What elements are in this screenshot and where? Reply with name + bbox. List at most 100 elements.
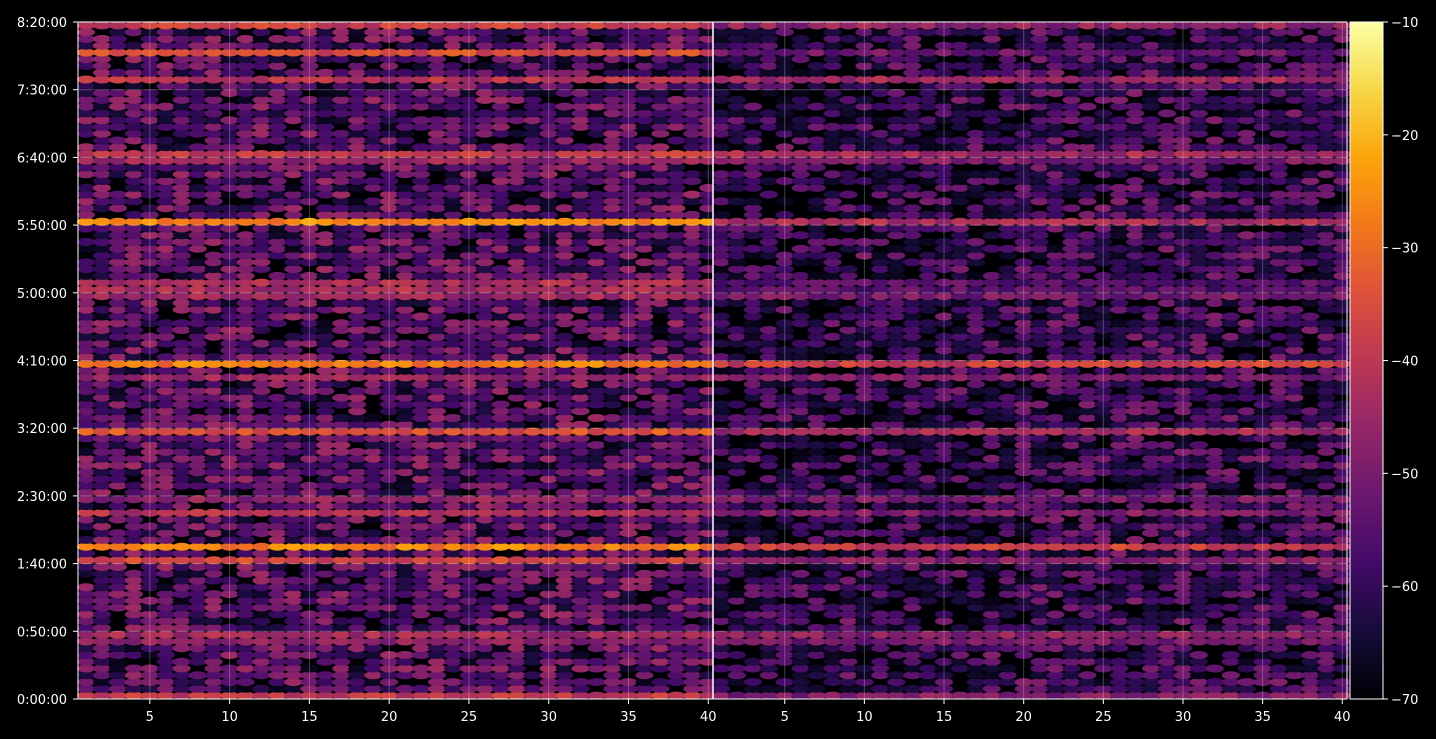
heatmap-cell <box>491 508 510 517</box>
heatmap-cell <box>523 21 542 30</box>
heatmap-cell <box>332 549 351 558</box>
heatmap-cell <box>172 610 191 619</box>
heatmap-cell <box>236 678 255 687</box>
heatmap-cell <box>156 353 175 362</box>
heatmap-cell <box>683 529 702 538</box>
heatmap-cell <box>380 475 399 483</box>
heatmap-cell <box>683 190 702 199</box>
heatmap-cell <box>140 671 159 680</box>
heatmap-cell <box>651 576 670 585</box>
heatmap-cell <box>667 468 686 477</box>
heatmap-cell <box>252 630 271 639</box>
heatmap-cell <box>459 468 478 477</box>
heatmap-cell <box>77 238 95 246</box>
heatmap-cell <box>507 603 526 612</box>
heatmap-cell <box>998 495 1017 504</box>
heatmap-cell <box>284 535 303 544</box>
heatmap-cell <box>252 28 271 37</box>
heatmap-cell <box>316 522 335 531</box>
heatmap-cell <box>428 502 446 511</box>
heatmap-cell <box>507 366 526 375</box>
heatmap-cell <box>380 691 399 700</box>
heatmap-cell <box>284 129 303 138</box>
heatmap-cell <box>459 596 478 605</box>
heatmap-cell <box>555 353 574 362</box>
heatmap-cell <box>284 515 303 524</box>
heatmap-cell <box>571 657 590 666</box>
heatmap-cell <box>444 644 462 653</box>
heatmap-cell <box>364 475 383 483</box>
heatmap-cell <box>93 366 111 375</box>
heatmap-cell <box>651 488 670 497</box>
heatmap-cell <box>156 508 175 517</box>
heatmap-cell <box>412 116 431 125</box>
heatmap-cell <box>332 508 351 517</box>
heatmap-cell <box>603 691 622 700</box>
heatmap-cell <box>412 623 431 632</box>
heatmap-cell <box>284 353 303 362</box>
heatmap-cell <box>380 671 399 680</box>
heatmap-cell <box>683 21 702 30</box>
heatmap-cell <box>1205 603 1224 612</box>
heatmap-cell <box>475 143 494 152</box>
heatmap-cell <box>903 617 922 626</box>
heatmap-cell <box>1142 590 1161 599</box>
heatmap-cell <box>252 590 271 599</box>
heatmap-cell <box>220 691 239 700</box>
heatmap-cell <box>475 637 494 646</box>
heatmap-cell <box>651 678 670 687</box>
heatmap-cell <box>268 583 287 592</box>
heatmap-cell <box>475 62 494 70</box>
heatmap-cell <box>587 441 606 450</box>
heatmap-cell <box>667 393 686 402</box>
heatmap-cell <box>300 502 319 511</box>
heatmap-cell <box>839 495 858 504</box>
heatmap-cell <box>124 556 143 565</box>
heatmap-cell <box>635 380 654 389</box>
heatmap-cell <box>791 603 810 612</box>
heatmap-cell <box>475 535 494 544</box>
heatmap-cell <box>172 556 191 565</box>
heatmap-cell <box>380 617 399 626</box>
heatmap-cell <box>523 366 542 375</box>
heatmap-cell <box>124 651 143 659</box>
heatmap-cell <box>635 495 654 504</box>
heatmap-cell <box>172 678 191 687</box>
heatmap-cell <box>332 684 351 693</box>
heatmap-cell <box>555 603 574 612</box>
heatmap-cell <box>619 529 638 538</box>
heatmap-cell <box>412 481 431 490</box>
heatmap-cell <box>188 590 207 599</box>
heatmap-cell <box>77 495 95 504</box>
heatmap-cell <box>172 339 191 348</box>
heatmap-cell <box>108 684 127 693</box>
heatmap-cell <box>380 515 399 524</box>
heatmap-cell <box>220 590 239 599</box>
heatmap-cell <box>571 515 590 524</box>
heatmap-cell <box>807 684 826 693</box>
heatmap-row <box>93 68 718 77</box>
heatmap-cell <box>348 596 367 605</box>
heatmap-cell <box>284 481 303 490</box>
heatmap-cell <box>428 21 446 30</box>
heatmap-cell <box>683 210 702 219</box>
heatmap-cell <box>380 603 399 612</box>
heatmap-cell <box>268 671 287 680</box>
heatmap-cell <box>332 475 351 483</box>
heatmap-cell <box>1205 623 1224 632</box>
heatmap-cell <box>188 671 207 680</box>
heatmap-cell <box>1317 617 1336 626</box>
heatmap-cell <box>284 508 303 517</box>
heatmap-cell <box>683 563 702 571</box>
heatmap-cell <box>727 651 746 659</box>
heatmap-cell <box>156 339 175 348</box>
heatmap-cell <box>667 495 686 504</box>
heatmap-cell <box>348 278 367 287</box>
heatmap-cell <box>188 603 207 612</box>
heatmap-cell <box>587 603 606 612</box>
heatmap-cell <box>619 502 638 511</box>
heatmap-cell <box>491 515 510 524</box>
heatmap-cell <box>1221 502 1240 511</box>
heatmap-cell <box>1110 535 1129 544</box>
heatmap-cell <box>284 583 303 592</box>
